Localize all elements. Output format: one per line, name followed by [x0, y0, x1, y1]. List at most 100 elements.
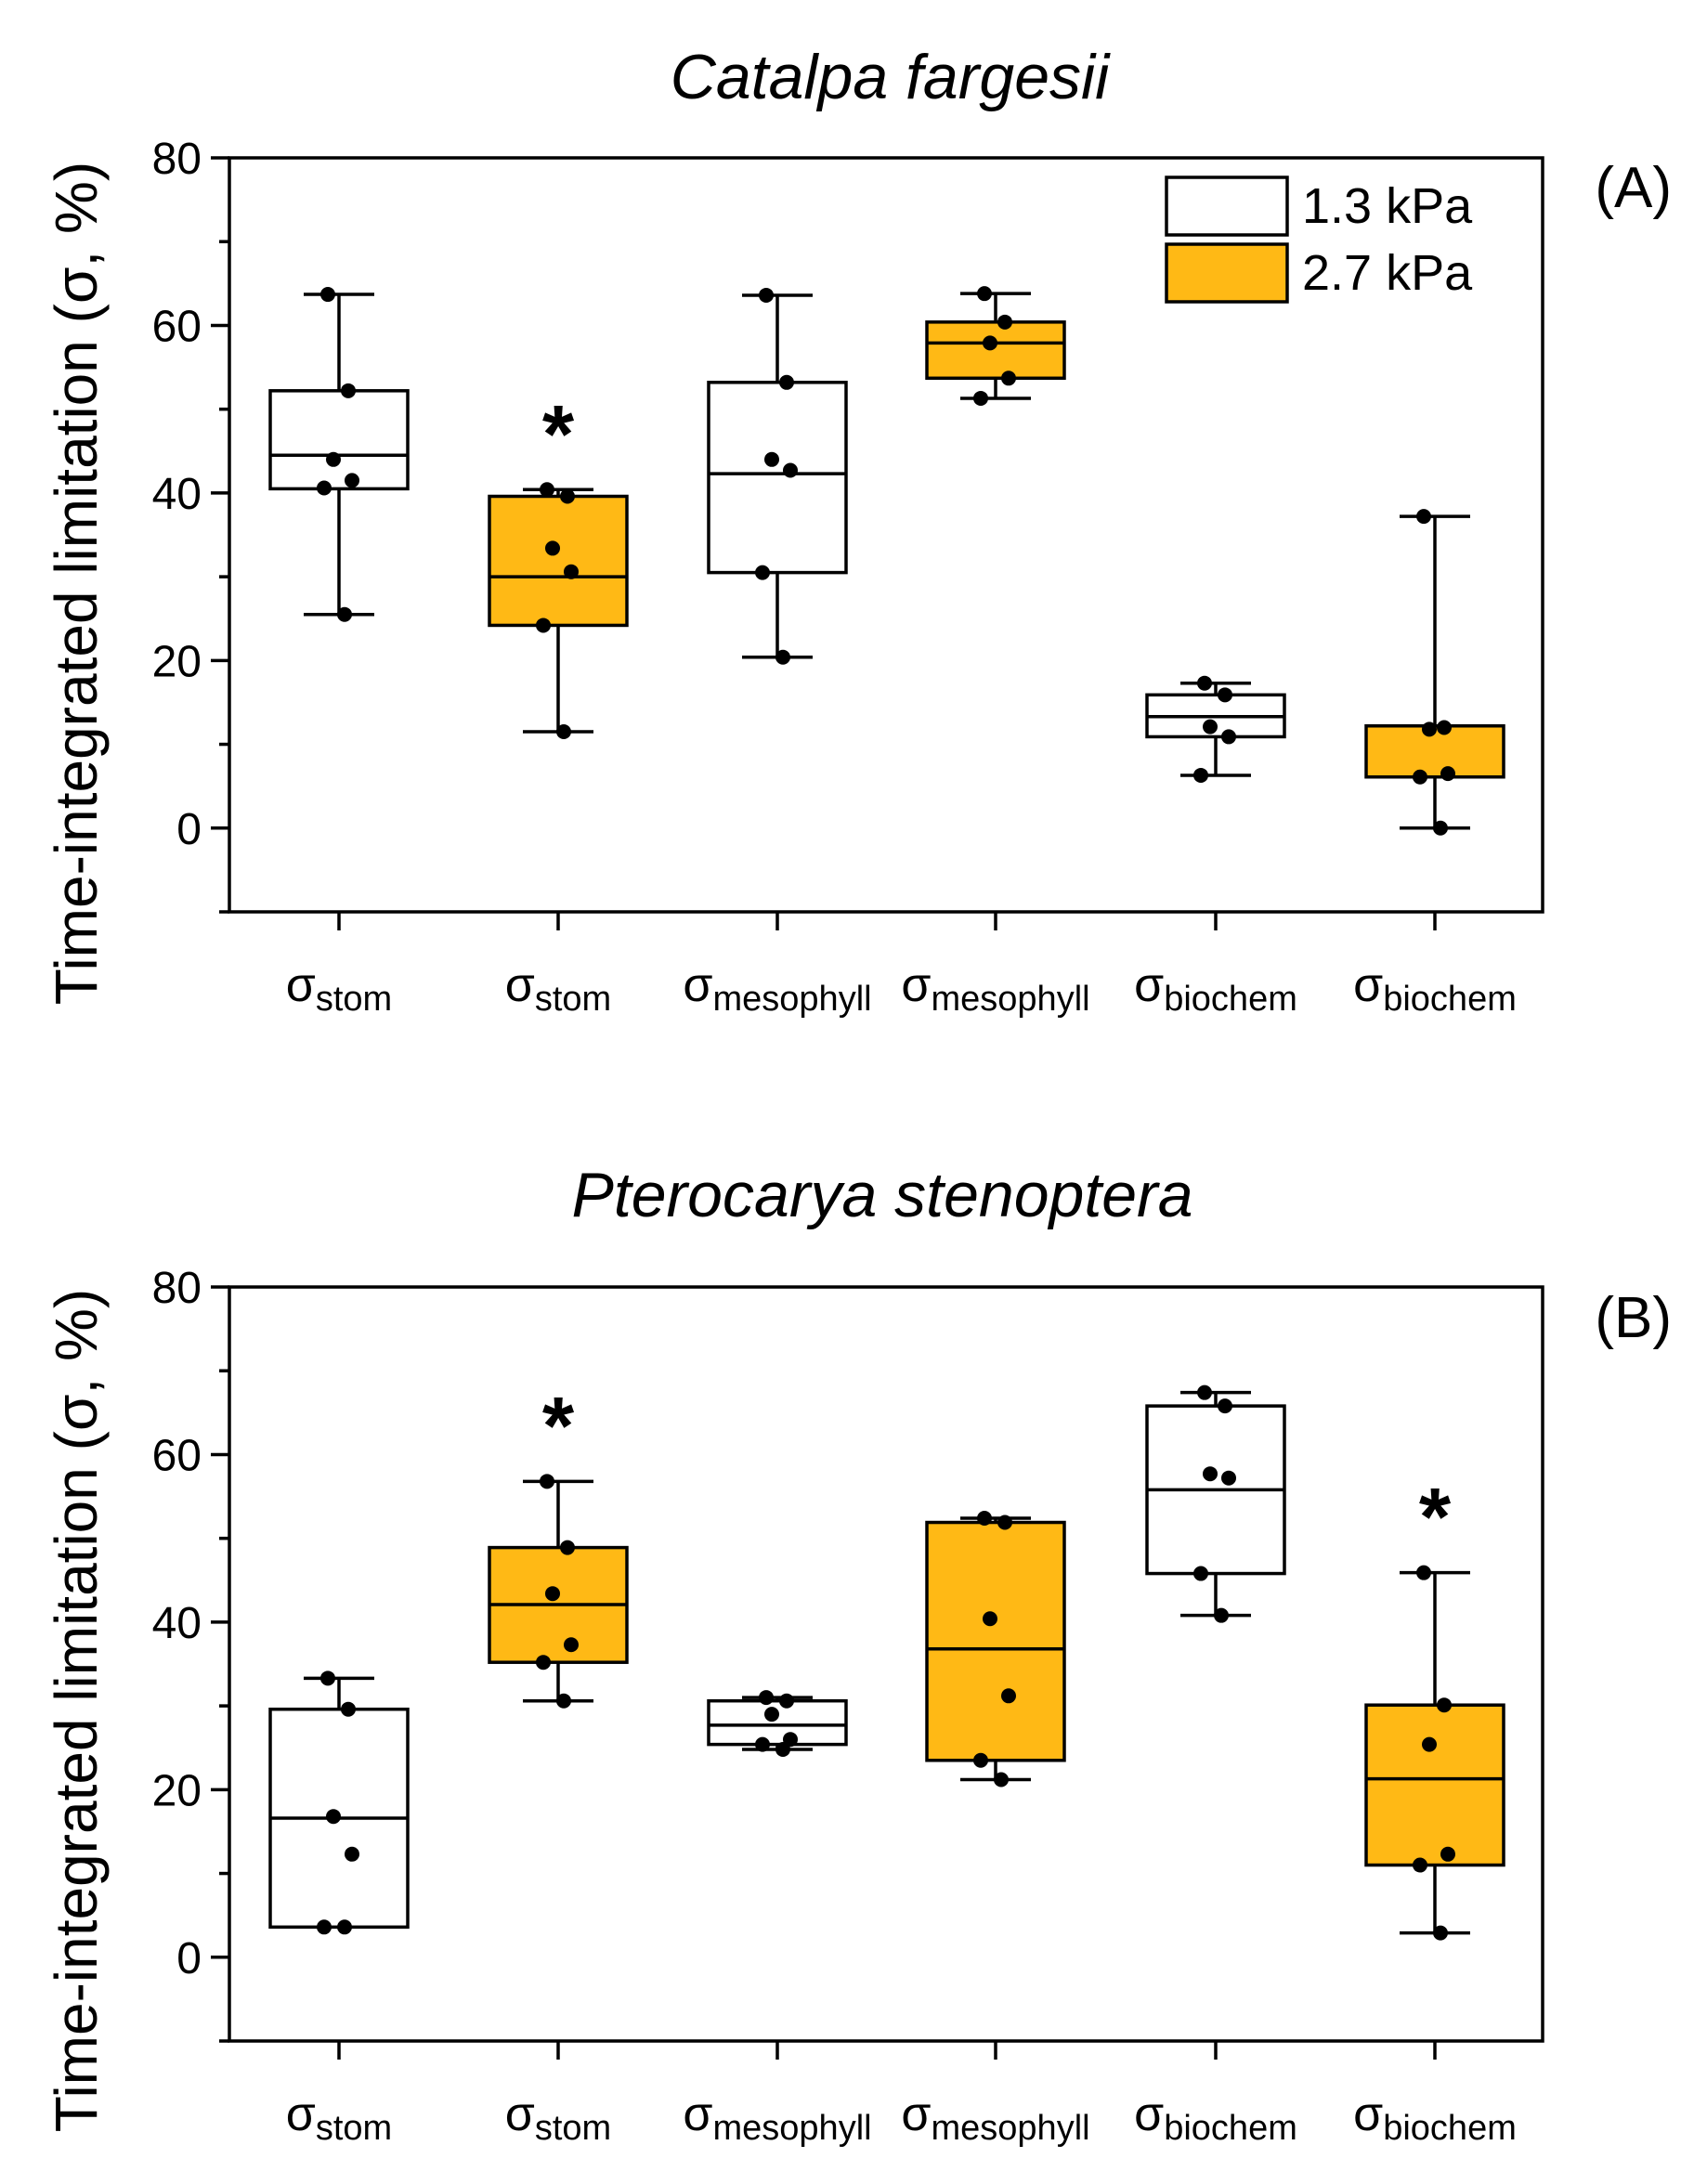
data-point — [997, 1514, 1012, 1530]
box-iqr — [1364, 1703, 1505, 1867]
data-point — [341, 383, 356, 398]
data-point — [983, 335, 997, 351]
panel-b-x-category-label: σbiochem — [1353, 2087, 1517, 2148]
data-point — [755, 1736, 770, 1752]
data-point — [1440, 766, 1455, 782]
data-point — [994, 1772, 1009, 1788]
data-point — [783, 462, 798, 478]
legend: 1.3 kPa 2.7 kPa — [1165, 176, 1473, 304]
box-iqr — [488, 494, 629, 628]
panel-a-label: (A) — [1595, 156, 1672, 220]
data-point — [326, 1809, 341, 1825]
panel-b-x-category-label: σstom — [286, 2087, 392, 2148]
data-point — [1422, 1736, 1437, 1752]
data-point — [320, 287, 335, 303]
significance-marker: * — [542, 1379, 575, 1471]
data-point — [545, 1586, 560, 1602]
panel-b-x-category-label: σbiochem — [1134, 2087, 1297, 2148]
data-point — [545, 540, 560, 556]
data-point — [564, 564, 579, 579]
panel-a-box-stom-2-7-kPa: * — [488, 387, 629, 740]
panel-a-x-categories: σstom σstom σmesophyll σmesophyll σbiochem σb… — [286, 912, 1517, 1019]
panel-a-x-category-label: σstom — [505, 958, 611, 1019]
panel-a-y-axis-label: Time-integrated limitation (σ, %) — [43, 162, 110, 1006]
panel-a-x-category-label: σmesophyll — [901, 958, 1089, 1019]
data-point — [1437, 720, 1452, 735]
panel-b-box-mesophyll-1-3-kPa — [707, 1690, 848, 1758]
panel-b-y-ticks: 0 20 40 60 80 — [152, 1264, 229, 2043]
panel-b-y-tick-label: 40 — [152, 1599, 202, 1648]
data-point — [556, 724, 571, 740]
data-point — [1214, 1607, 1229, 1623]
data-point — [764, 451, 779, 467]
panel-a-box-mesophyll-2-7-kPa — [925, 286, 1066, 406]
data-point — [560, 488, 575, 504]
panel-b-y-axis-label: Time-integrated limitation (σ, %) — [43, 1289, 110, 2133]
panel-a-plot-frame — [228, 156, 1544, 914]
panel-a-y-tick-label: 60 — [152, 302, 202, 351]
data-point — [1001, 370, 1016, 386]
data-point — [337, 606, 352, 622]
data-point — [540, 1474, 554, 1489]
data-point — [540, 482, 554, 498]
panel-a-title: Catalpa fargesii — [671, 42, 1111, 112]
panel-a: Catalpa fargesii (A) Time-integrated lim… — [43, 42, 1672, 1019]
data-point — [1193, 1566, 1208, 1581]
data-point — [536, 1655, 551, 1670]
data-point — [1221, 1470, 1236, 1486]
data-point — [1433, 820, 1448, 836]
panel-b: Pterocarya stenoptera (B) Time-integrate… — [43, 1160, 1672, 2148]
data-point — [337, 1919, 352, 1935]
panel-a-x-category-label: σbiochem — [1353, 958, 1517, 1019]
box-iqr — [925, 320, 1066, 381]
panel-a-x-category-label: σbiochem — [1134, 958, 1297, 1019]
panel-b-x-category-label: σmesophyll — [901, 2087, 1089, 2148]
legend-label-1-3-kpa: 1.3 kPa — [1302, 178, 1473, 234]
significance-marker: * — [542, 387, 575, 479]
data-point — [775, 1742, 790, 1758]
data-point — [779, 374, 794, 390]
data-point — [1416, 509, 1431, 525]
data-point — [326, 451, 341, 467]
data-point — [556, 1693, 571, 1709]
panel-b-y-tick-label: 60 — [152, 1431, 202, 1480]
significance-marker: * — [1419, 1471, 1452, 1563]
panel-b-box-biochem-1-3-kPa — [1145, 1384, 1286, 1623]
legend-swatch-2-7-kpa — [1165, 242, 1289, 304]
data-point — [997, 314, 1012, 330]
data-point — [345, 473, 359, 488]
panel-a-box-mesophyll-1-3-kPa — [707, 287, 848, 665]
panel-b-box-stom-2-7-kPa: * — [488, 1379, 629, 1709]
panel-b-x-category-label: σstom — [505, 2087, 611, 2148]
panel-a-y-ticks: 0 20 40 60 80 — [152, 135, 229, 914]
panel-b-label: (B) — [1595, 1286, 1672, 1350]
data-point — [977, 1511, 992, 1527]
panel-a-y-tick-label: 0 — [176, 805, 202, 854]
panel-b-plot-frame — [228, 1285, 1544, 2043]
data-point — [1413, 1857, 1427, 1873]
data-point — [755, 565, 770, 580]
panel-a-x-category-label: σstom — [286, 958, 392, 1019]
data-point — [341, 1701, 356, 1717]
data-point — [1193, 767, 1208, 783]
data-point — [320, 1670, 335, 1686]
panel-a-boxes: * — [268, 286, 1505, 836]
data-point — [1197, 675, 1212, 691]
panel-b-x-categories: σstom σstom σmesophyll σmesophyll σbiochem σb… — [286, 2041, 1517, 2148]
panel-a-box-biochem-2-7-kPa — [1364, 509, 1505, 836]
legend-swatch-1-3-kpa — [1165, 176, 1289, 237]
data-point — [764, 1707, 779, 1722]
panel-b-y-tick-label: 80 — [152, 1264, 202, 1313]
data-point — [345, 1846, 359, 1862]
data-point — [1203, 719, 1218, 734]
panel-a-box-biochem-1-3-kPa — [1145, 675, 1286, 783]
legend-label-2-7-kpa: 2.7 kPa — [1302, 245, 1473, 301]
data-point — [775, 649, 790, 665]
box-iqr — [268, 389, 410, 491]
data-point — [759, 287, 774, 303]
data-point — [1001, 1688, 1016, 1704]
data-point — [1218, 1398, 1232, 1414]
box-iqr — [925, 1520, 1066, 1762]
data-point — [1218, 687, 1232, 703]
